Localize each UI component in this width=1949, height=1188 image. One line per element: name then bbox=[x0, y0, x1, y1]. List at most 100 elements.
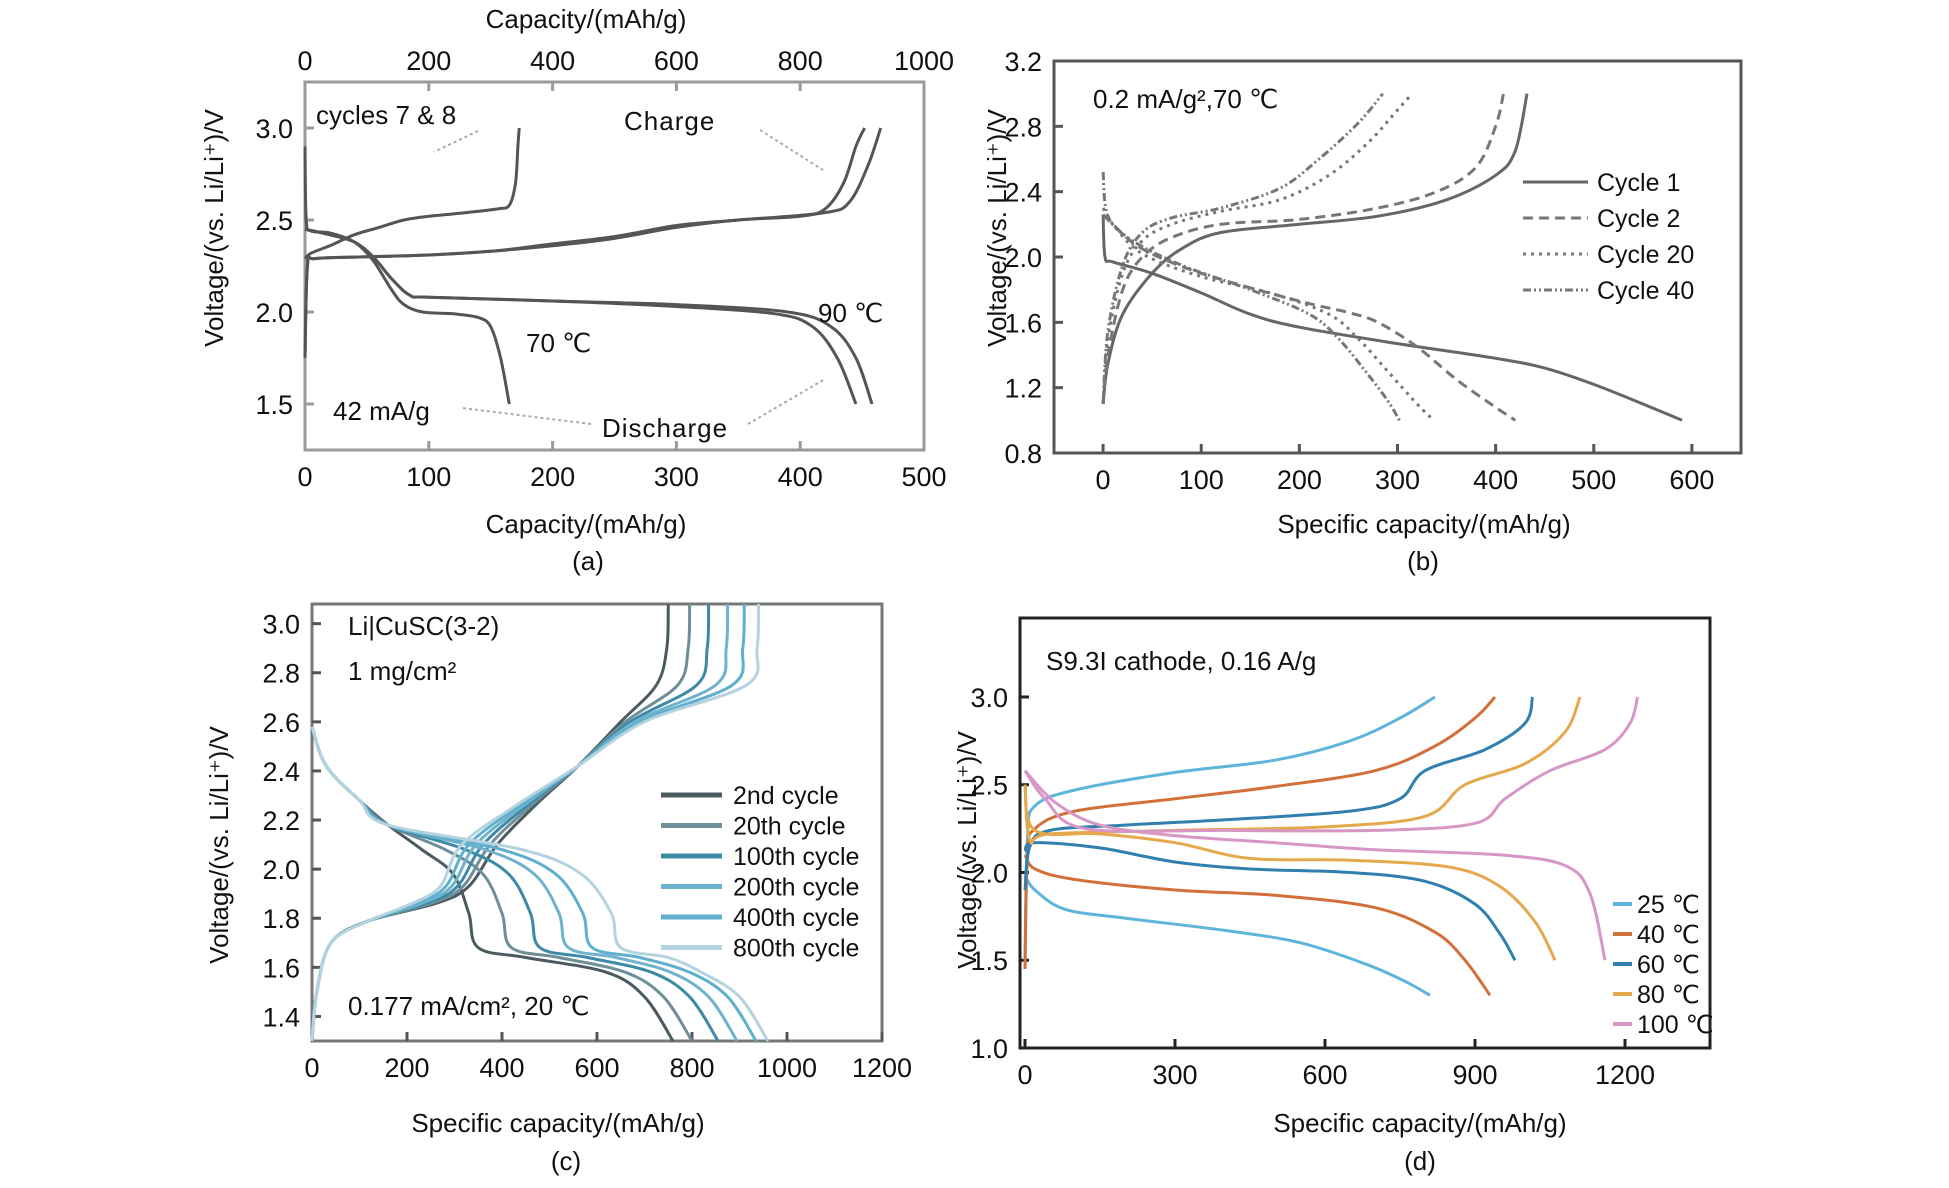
y-tick-label: 1.6 bbox=[1004, 308, 1042, 338]
y-tick-label: 1.2 bbox=[1004, 374, 1042, 404]
y-tick-label: 3.0 bbox=[255, 114, 293, 144]
plot-frame bbox=[310, 602, 884, 1043]
legend-label: 100 ℃ bbox=[1637, 1011, 1714, 1039]
panel-label: (a) bbox=[572, 546, 604, 576]
legend-label: 20th cycle bbox=[733, 813, 846, 841]
series-line-discharge bbox=[1023, 784, 1557, 961]
y-axis-title: Voltage/(vs. Li/Li⁺)/V bbox=[204, 725, 234, 963]
series-group bbox=[1101, 92, 1683, 422]
charge-arrow-right bbox=[759, 129, 824, 171]
y-tick-label: 2.8 bbox=[262, 659, 300, 689]
series-line-discharge bbox=[1023, 841, 1517, 961]
x-tick-label: 0 bbox=[297, 462, 312, 492]
y-tick-label: 2.5 bbox=[255, 206, 293, 236]
x-axis: 0 300 600 900 1200 bbox=[1017, 1039, 1655, 1090]
legend-label: 2nd cycle bbox=[733, 782, 839, 810]
y-tick-label: 1.0 bbox=[970, 1034, 1008, 1064]
annotation-cell: Li|CuSC(3-2) bbox=[348, 611, 499, 641]
series-line-charge bbox=[1101, 93, 1529, 405]
legend-label: 25 ℃ bbox=[1637, 891, 1700, 919]
discharge-arrow-right bbox=[747, 378, 826, 425]
x-tick-label: 300 bbox=[654, 462, 699, 492]
series-group bbox=[1023, 695, 1639, 997]
legend-label: Cycle 20 bbox=[1597, 241, 1694, 269]
top-x-tick-label: 800 bbox=[778, 46, 823, 76]
x-tick-label: 200 bbox=[1277, 465, 1322, 495]
x-axis-title: Specific capacity/(mAh/g) bbox=[1277, 509, 1570, 539]
y-axis-title: Voltage/(vs. Li/Li⁺)/V bbox=[982, 108, 1012, 346]
y-tick-label: 2.4 bbox=[1004, 178, 1042, 208]
series-line-charge bbox=[1023, 696, 1534, 891]
annotation-90c: 90 ℃ bbox=[818, 298, 883, 328]
y-tick-label: 2.6 bbox=[262, 708, 300, 738]
series-line-charge bbox=[310, 603, 760, 1042]
series-group bbox=[310, 603, 770, 1042]
x-tick-label: 600 bbox=[1669, 465, 1714, 495]
x-axis: 0 100 200 300 400 500 600 bbox=[1096, 444, 1714, 495]
charge-arrow-left bbox=[433, 130, 479, 153]
y-tick-label: 3.0 bbox=[262, 610, 300, 640]
y-tick-label: 2.0 bbox=[970, 858, 1008, 888]
legend-label: Cycle 2 bbox=[1597, 205, 1680, 233]
panel-d: 0 300 600 900 1200 1.0 1.5 2.0 2.5 3.0 25 ℃40 ℃6… bbox=[952, 616, 1714, 1176]
legend-label: Cycle 1 bbox=[1597, 169, 1680, 197]
top-x-tick-label: 400 bbox=[530, 46, 575, 76]
x-axis: 0 200 400 600 800 1000 1200 bbox=[304, 1032, 912, 1083]
x-tick-label: 0 bbox=[304, 1053, 319, 1083]
series-line-charge bbox=[1101, 93, 1505, 405]
y-axis: 1.0 1.5 2.0 2.5 3.0 bbox=[970, 683, 1029, 1064]
top-x-tick-label: 200 bbox=[406, 46, 451, 76]
legend-label: 60 ℃ bbox=[1637, 951, 1700, 979]
annotation-loading: 1 mg/cm² bbox=[348, 656, 457, 686]
annotation-condition: 0.177 mA/cm², 20 ℃ bbox=[348, 991, 590, 1021]
x-tick-label: 100 bbox=[406, 462, 451, 492]
series-line-discharge bbox=[1101, 171, 1401, 422]
y-tick-label: 2.2 bbox=[262, 806, 300, 836]
y-tick-label: 1.8 bbox=[262, 904, 300, 934]
panel-label: (b) bbox=[1407, 546, 1439, 576]
y-tick-label: 2.5 bbox=[970, 771, 1008, 801]
legend-label: 100th cycle bbox=[733, 843, 859, 871]
annotation-discharge: Discharge bbox=[602, 413, 728, 443]
x-tick-label: 1200 bbox=[852, 1053, 912, 1083]
y-tick-label: 1.5 bbox=[255, 390, 293, 420]
series-line-charge bbox=[1101, 92, 1384, 405]
panel-label: (d) bbox=[1404, 1146, 1436, 1176]
y-tick-label: 3.0 bbox=[970, 683, 1008, 713]
y-tick-label: 2.0 bbox=[255, 298, 293, 328]
series-line-discharge bbox=[1101, 214, 1683, 422]
legend-label: 800th cycle bbox=[733, 935, 859, 963]
legend: Cycle 1 Cycle 2 Cycle 20 Cycle 40 bbox=[1523, 169, 1694, 305]
top-x-axis-title: Capacity/(mAh/g) bbox=[486, 4, 687, 34]
y-tick-label: 1.5 bbox=[970, 946, 1008, 976]
y-tick-label: 2.0 bbox=[1004, 243, 1042, 273]
series-line-discharge bbox=[1023, 769, 1607, 961]
x-axis-title: Specific capacity/(mAh/g) bbox=[1273, 1108, 1566, 1138]
x-tick-label: 100 bbox=[1179, 465, 1224, 495]
series-line-discharge bbox=[1101, 207, 1435, 422]
y-axis: 1.5 2.0 2.5 3.0 bbox=[255, 114, 314, 420]
x-tick-label: 300 bbox=[1375, 465, 1420, 495]
legend-label: 80 ℃ bbox=[1637, 981, 1700, 1009]
panel-c: 0 200 400 600 800 1000 1200 1.4 1.6 1.8 2.0 2.2 2.4… bbox=[204, 602, 912, 1176]
series-line-charge bbox=[1023, 696, 1582, 846]
x-tick-label: 500 bbox=[1571, 465, 1616, 495]
y-axis-title: Voltage/(vs. Li/Li⁺)/V bbox=[199, 108, 229, 346]
x-tick-label: 900 bbox=[1452, 1060, 1497, 1090]
legend-label: 400th cycle bbox=[733, 904, 859, 932]
y-tick-label: 2.8 bbox=[1004, 112, 1042, 142]
series-line-discharge bbox=[1023, 875, 1431, 997]
plot-frame bbox=[303, 80, 926, 452]
x-tick-label: 1000 bbox=[757, 1053, 817, 1083]
annotation-current: 42 mA/g bbox=[333, 396, 430, 426]
annotation-condition: S9.3I cathode, 0.16 A/g bbox=[1046, 646, 1316, 676]
y-axis: 0.8 1.2 1.6 2.0 2.4 2.8 3.2 bbox=[1004, 47, 1063, 469]
discharge-arrow-left bbox=[461, 407, 592, 425]
y-tick-label: 2.4 bbox=[262, 757, 300, 787]
series-line bbox=[303, 127, 883, 359]
series-line-charge bbox=[1101, 92, 1414, 405]
panel-b: 0 100 200 300 400 500 600 0.8 1.2 1.6 2.0 2.4 2.8 3.… bbox=[982, 47, 1743, 576]
